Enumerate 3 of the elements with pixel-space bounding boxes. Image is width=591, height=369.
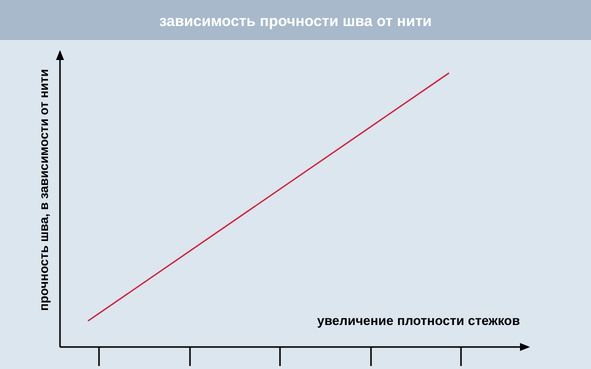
- x-axis-title: увеличение плотности стежков: [317, 313, 520, 328]
- chart-title: зависимость прочности шва от нити: [159, 13, 432, 30]
- y-axis-title: прочность шва, в зависимости от нити: [37, 69, 51, 311]
